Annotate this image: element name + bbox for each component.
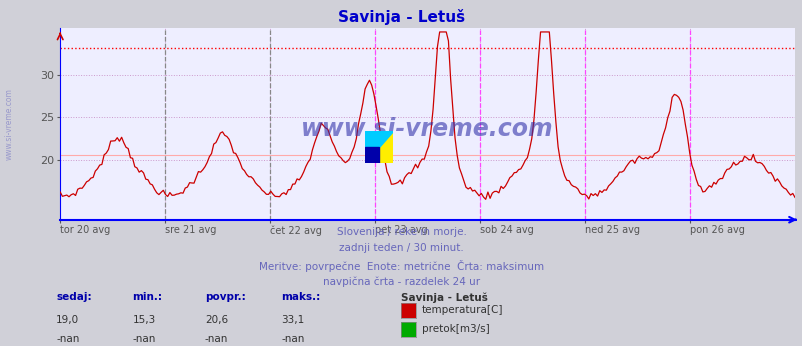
Text: Savinja - Letuš: Savinja - Letuš	[338, 9, 464, 25]
Text: zadnji teden / 30 minut.: zadnji teden / 30 minut.	[338, 243, 464, 253]
Text: Meritve: povrpečne  Enote: metrične  Črta: maksimum: Meritve: povrpečne Enote: metrične Črta:…	[258, 260, 544, 272]
Text: Savinja - Letuš: Savinja - Letuš	[401, 292, 488, 303]
Text: navpična črta - razdelek 24 ur: navpična črta - razdelek 24 ur	[322, 276, 480, 287]
Text: sedaj:: sedaj:	[56, 292, 91, 302]
Text: min.:: min.:	[132, 292, 162, 302]
Text: 15,3: 15,3	[132, 315, 156, 325]
Text: maks.:: maks.:	[281, 292, 320, 302]
Text: -nan: -nan	[205, 334, 228, 344]
Text: -nan: -nan	[132, 334, 156, 344]
Polygon shape	[365, 147, 379, 163]
Polygon shape	[365, 131, 393, 163]
Text: -nan: -nan	[281, 334, 304, 344]
Text: 19,0: 19,0	[56, 315, 79, 325]
Text: www.si-vreme.com: www.si-vreme.com	[5, 89, 14, 161]
Text: pretok[m3/s]: pretok[m3/s]	[421, 325, 488, 334]
Text: -nan: -nan	[56, 334, 79, 344]
Text: povpr.:: povpr.:	[205, 292, 245, 302]
Polygon shape	[365, 131, 393, 163]
Text: temperatura[C]: temperatura[C]	[421, 306, 502, 315]
Text: 33,1: 33,1	[281, 315, 304, 325]
Text: 20,6: 20,6	[205, 315, 228, 325]
Text: www.si-vreme.com: www.si-vreme.com	[301, 117, 553, 142]
Text: Slovenija / reke in morje.: Slovenija / reke in morje.	[336, 227, 466, 237]
